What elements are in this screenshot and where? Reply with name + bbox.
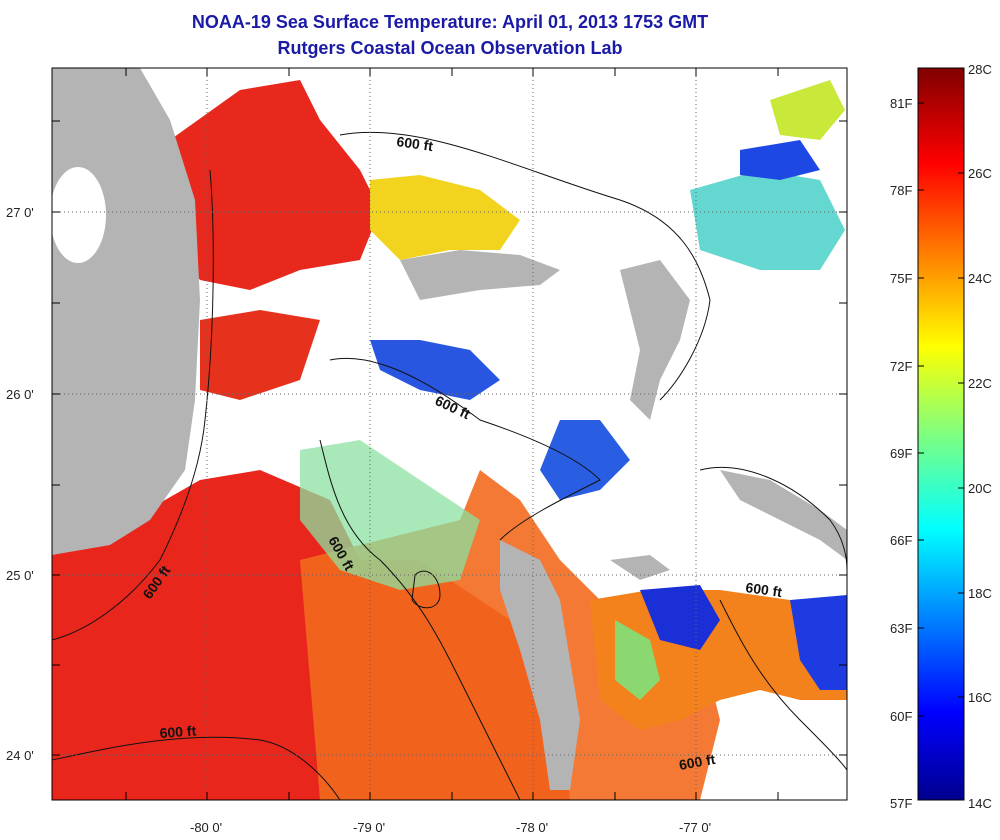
colorbar-f-label: 69F (890, 446, 912, 461)
colorbar-c-label: 18C (968, 586, 992, 601)
colorbar-c-label: 22C (968, 376, 992, 391)
sst-cool-region-east (790, 595, 847, 690)
colorbar-f-label: 60F (890, 709, 912, 724)
land-grand-bahama (400, 250, 560, 300)
map-title: NOAA-19 Sea Surface Temperature: April 0… (191, 12, 709, 32)
graticule (52, 68, 847, 800)
contour-label: 600 ft (396, 133, 435, 154)
axis-ticks (52, 68, 847, 800)
y-tick-label: 26 0' (6, 387, 34, 402)
colorbar-c-label: 24C (968, 271, 992, 286)
y-tick-label: 25 0' (6, 568, 34, 583)
contour-600ft-east (699, 466, 847, 771)
colorbar-f-label: 66F (890, 533, 912, 548)
sst-cool-region-ne (690, 170, 845, 270)
land-small-islands (610, 555, 670, 580)
colorbar-f-label: 75F (890, 271, 912, 286)
sst-yellow-patch-ne (770, 80, 845, 140)
colorbar-ticks (918, 102, 964, 717)
contour-label: 600 ft (678, 751, 717, 773)
sst-cyan-patch-center (300, 440, 480, 590)
contour-600ft-south (52, 736, 341, 800)
sst-blue-patch-center-east (540, 420, 630, 500)
colorbar-f-label: 72F (890, 359, 912, 374)
colorbar-f-label: 57F (890, 796, 912, 811)
colorbar-f-label: 81F (890, 96, 912, 111)
sst-cool-patch-north (740, 140, 820, 180)
x-tick-label: -78 0' (516, 820, 548, 835)
colorbar-c-label: 26C (968, 166, 992, 181)
contour-600ft-loop (411, 570, 441, 609)
sst-green-band (615, 620, 660, 700)
sst-yellow-region-north (370, 175, 520, 260)
colorbar-c-label: 28C (968, 62, 992, 77)
map-frame (51, 67, 848, 801)
y-tick-label: 24 0' (6, 748, 34, 763)
sst-warm-region-mid (200, 310, 320, 400)
colorbar-c-label: 20C (968, 481, 992, 496)
colorbar-f-label: 63F (890, 621, 912, 636)
y-tick-label: 27 0' (6, 205, 34, 220)
sst-blue-patch-center (370, 340, 500, 400)
land-exuma (720, 470, 847, 560)
colorbar-c-label: 14C (968, 796, 992, 811)
map-subtitle: Rutgers Coastal Ocean Observation Lab (277, 38, 623, 58)
contour-600ft-north (339, 131, 711, 401)
land-andros (500, 540, 580, 790)
contour-600ft-west (52, 169, 214, 641)
contour-label: 600 ft (745, 579, 784, 600)
contour-600ft-center (329, 358, 601, 541)
colorbar-c-label: 16C (968, 690, 992, 705)
land-abaco (620, 260, 690, 420)
x-tick-label: -77 0' (679, 820, 711, 835)
contour-label: 600 ft (159, 722, 197, 741)
sst-warm-region-nw (170, 80, 380, 290)
contour-600ft-channel (319, 439, 521, 800)
x-tick-label: -80 0' (190, 820, 222, 835)
colorbar (917, 67, 965, 801)
x-tick-label: -79 0' (353, 820, 385, 835)
colorbar-f-label: 78F (890, 183, 912, 198)
lake-okeechobee (52, 167, 106, 263)
sst-cool-region-se (640, 585, 720, 650)
